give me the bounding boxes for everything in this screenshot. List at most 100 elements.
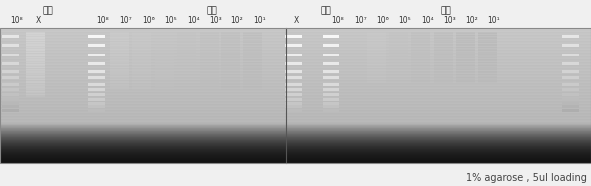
Bar [389,65,408,68]
Bar [26,86,45,88]
Bar [200,65,219,68]
Bar [155,72,174,75]
Bar [243,59,262,61]
Bar [243,70,262,73]
Bar [434,76,453,78]
Bar [221,81,240,83]
Text: 10⁷: 10⁷ [354,16,366,25]
Bar [177,35,196,38]
Bar [243,42,262,44]
Text: 10⁴: 10⁴ [421,16,433,25]
Bar [110,67,129,70]
Bar [2,102,19,105]
Bar [478,72,497,75]
Bar [367,67,386,70]
Bar [411,76,430,78]
Text: 10⁴: 10⁴ [187,16,199,25]
Bar [434,49,453,51]
Bar [177,76,196,78]
Bar [155,40,174,43]
Bar [0,0,591,28]
Bar [389,55,408,58]
Bar [323,105,339,108]
Bar [434,57,453,60]
Bar [132,62,151,65]
Bar [478,45,497,48]
Bar [26,60,45,63]
Bar [26,49,45,51]
Bar [26,74,45,77]
Bar [221,65,240,68]
Text: 10⁷: 10⁷ [119,16,132,25]
Bar [285,44,302,47]
Bar [221,67,240,70]
Bar [177,52,196,55]
Bar [221,70,240,73]
Bar [155,77,174,80]
Bar [323,70,339,73]
Bar [132,67,151,70]
Text: 광어: 광어 [207,6,217,15]
Bar [389,62,408,65]
Bar [243,50,262,53]
Bar [110,40,129,43]
Bar [323,54,339,57]
Bar [132,81,151,83]
Bar [411,77,430,80]
Bar [367,72,386,75]
Bar [2,35,19,38]
Bar [132,87,151,90]
Bar [367,62,386,65]
Bar [132,59,151,61]
Bar [132,50,151,53]
Bar [110,64,129,66]
Bar [88,62,105,65]
Bar [155,50,174,53]
Bar [367,45,386,48]
Bar [478,35,497,38]
Bar [367,49,386,51]
Bar [2,44,19,47]
Bar [177,84,196,87]
Bar [110,55,129,58]
Bar [221,69,240,72]
Bar [285,83,302,86]
Bar [88,93,105,96]
Bar [434,77,453,80]
Text: 10¹: 10¹ [488,16,500,25]
Bar [110,74,129,77]
Bar [389,72,408,75]
Bar [26,40,45,43]
Bar [367,37,386,39]
Bar [132,69,151,72]
Bar [132,37,151,39]
Bar [26,70,45,73]
Bar [200,81,219,83]
Bar [389,81,408,83]
Bar [456,57,475,60]
Text: 10²: 10² [465,16,478,25]
Bar [389,77,408,80]
Bar [26,62,45,65]
Bar [2,83,19,86]
Bar [221,76,240,78]
Bar [434,69,453,72]
Bar [155,65,174,68]
Bar [243,60,262,63]
Bar [177,87,196,90]
Bar [367,74,386,77]
Bar [155,70,174,73]
Text: 우럭: 우럭 [440,6,451,15]
Bar [478,55,497,58]
Bar [26,45,45,48]
Bar [434,50,453,53]
Bar [323,76,339,79]
Bar [88,76,105,79]
Bar [411,55,430,58]
Bar [26,67,45,70]
Bar [434,44,453,46]
Bar [456,42,475,44]
Text: 10⁶: 10⁶ [376,16,389,25]
Bar [26,52,45,55]
Bar [177,62,196,65]
